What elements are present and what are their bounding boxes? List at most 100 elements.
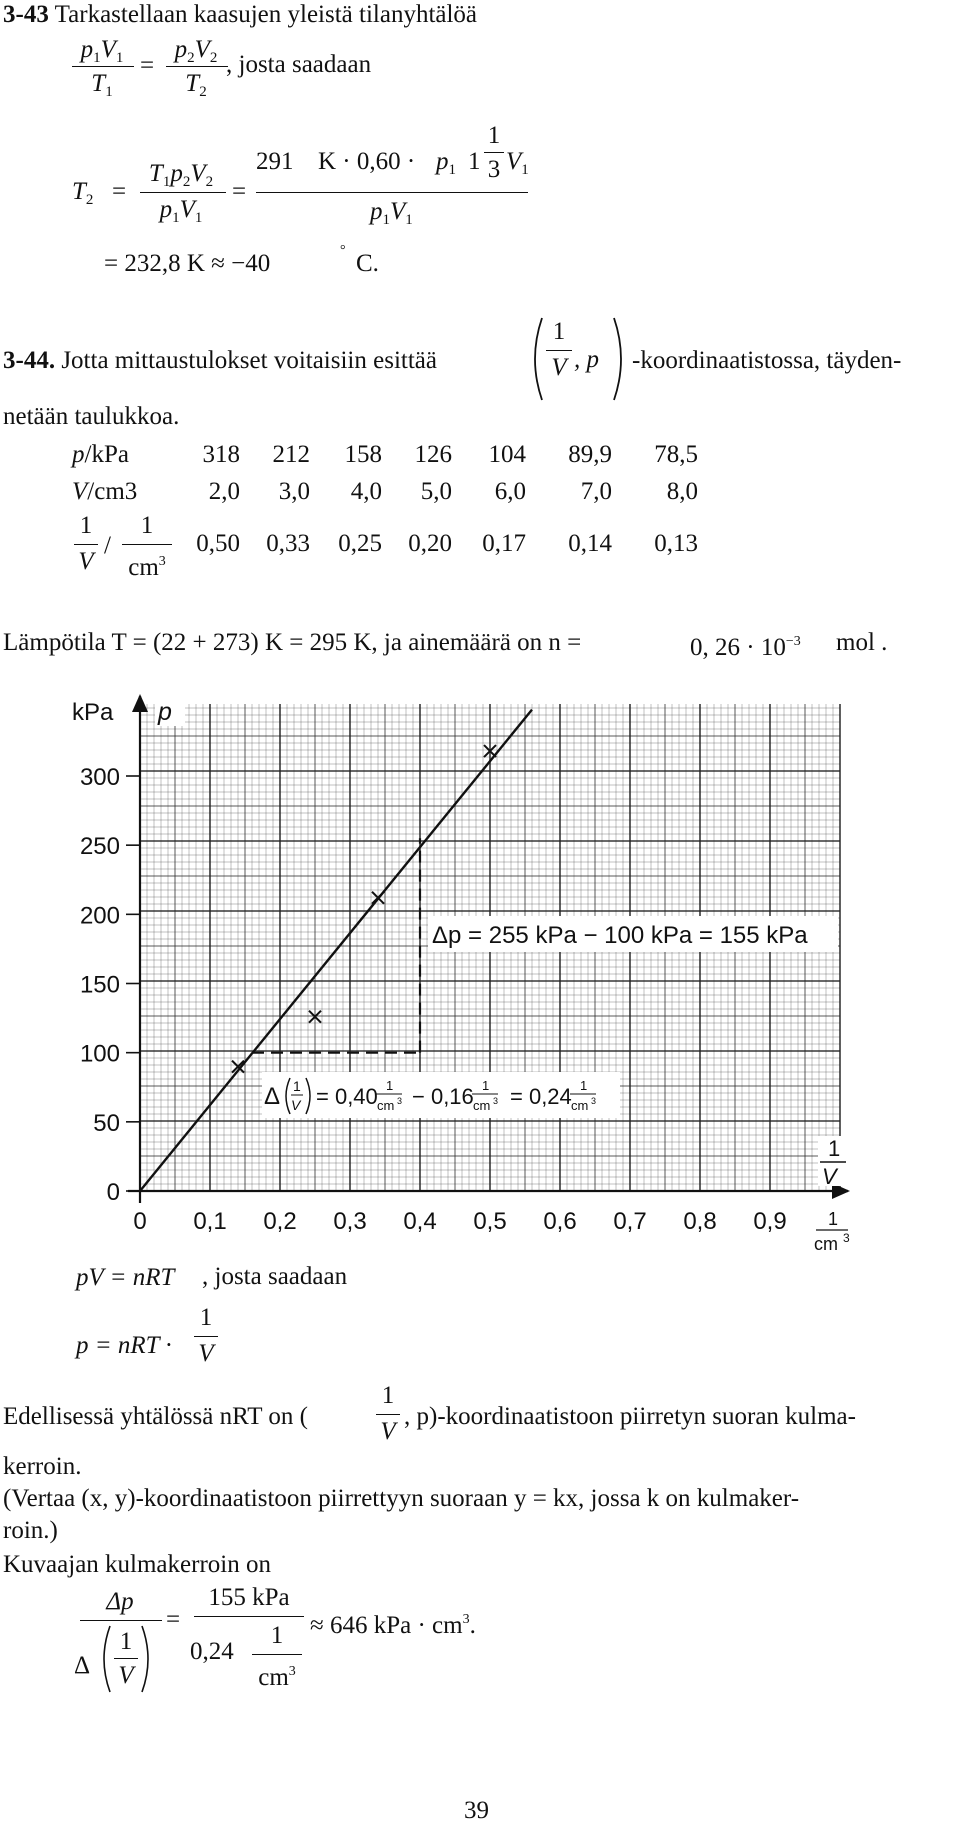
v-cell-6: 8,0 — [666, 478, 698, 505]
problem-number: 3-44. — [3, 347, 56, 374]
kuvaajan-text: Kuvaajan kulmakerroin on — [3, 1551, 271, 1578]
edellisessa-text: Edellisessä yhtälössä nRT on ( — [3, 1402, 308, 1432]
fit-line — [139, 708, 533, 1192]
data-point — [483, 744, 497, 758]
y-tick-label: 0 — [107, 1179, 120, 1206]
amount-exponent: −3 — [785, 634, 801, 649]
label-bg — [66, 696, 126, 726]
row-label-v: V/cm3 — [72, 478, 138, 505]
annot-one: 1 — [293, 1078, 301, 1094]
left-paren — [534, 317, 543, 401]
edellisessa-start: Edellisessä yhtälössä nRT on ( — [3, 1403, 308, 1430]
intro-text: Jotta mittaustulokset voitaisiin esittää — [61, 347, 437, 374]
p-cell-5: 89,9 — [568, 441, 612, 468]
axis-labels: kPa p 1 V 1 cm 3 — [66, 696, 852, 1254]
p-cell-3: 126 — [414, 441, 453, 468]
x-tick-label: 0,9 — [753, 1208, 786, 1235]
annot-value: − 0,16 — [412, 1084, 474, 1109]
x-tick-label: 0,2 — [263, 1208, 296, 1235]
pv-nrt: pV = nRT — [76, 1264, 175, 1291]
inv-v-unit: cm — [128, 554, 159, 581]
coord-p: , p — [574, 346, 599, 373]
data-point — [308, 1009, 322, 1024]
x-tick-label: 0,6 — [543, 1208, 576, 1235]
amount-unit: mol . — [836, 629, 888, 656]
v-cell-1: 3,0 — [278, 478, 310, 505]
t2-num-value: 291 — [256, 148, 294, 175]
data-points — [231, 744, 497, 1074]
v-cell-3: 5,0 — [420, 478, 452, 505]
y-axis-arrow — [132, 694, 148, 712]
v-cell-4: 6,0 — [494, 478, 526, 505]
point-stroke — [483, 744, 497, 758]
annot-unit-num: 1 — [386, 1078, 393, 1093]
axes — [128, 694, 850, 1203]
pv-josta: , josta saadaan — [202, 1263, 348, 1290]
amount-number: 0, 26 · 10 — [690, 634, 786, 661]
josta-saadaan-text: , josta saadaan — [226, 51, 372, 78]
point-stroke — [308, 1009, 322, 1024]
inv-v-cell-6: 0,13 — [654, 530, 698, 557]
label-bg — [155, 696, 185, 726]
inv-v-cell-0: 0,50 — [196, 530, 240, 557]
x-tick-label: 0,1 — [193, 1208, 226, 1235]
amount-value: 0, 26 · 10−3 — [690, 628, 801, 662]
y-tick-label: 200 — [80, 902, 120, 929]
point-stroke — [231, 1059, 245, 1074]
t2-num-p: p — [436, 148, 449, 175]
intro-line2: netään taulukkoa. — [3, 403, 180, 430]
annot-v: V — [291, 1097, 302, 1113]
annot-unit-exp: 3 — [493, 1096, 498, 1106]
y-tick-label: 50 — [93, 1110, 120, 1137]
data-point — [371, 891, 385, 905]
x-unit-exp: 3 — [843, 1231, 850, 1245]
v-cell-0: 2,0 — [208, 478, 240, 505]
annot-unit-num: 1 — [482, 1078, 489, 1093]
delta-guide-lines — [252, 838, 422, 1054]
p-equation: p = nRT · — [76, 1332, 172, 1359]
y-tick-label: 250 — [80, 833, 120, 860]
x-tick-label: 0 — [133, 1208, 146, 1235]
vertaa-line2: roin.) — [3, 1517, 58, 1544]
temperature-text: Lämpötila T = (22 + 273) K = 295 K, ja a… — [3, 629, 582, 656]
p-cell-1: 212 — [272, 441, 311, 468]
slope-result-text: ≈ 646 kPa · cm — [310, 1612, 463, 1639]
p-cell-6: 78,5 — [654, 441, 698, 468]
x-tick-label: 0,8 — [683, 1208, 716, 1235]
t2-num-one: 1 — [468, 148, 481, 175]
x-tick-label: 0,7 — [613, 1208, 646, 1235]
point-stroke — [371, 891, 385, 905]
annot-lparen — [285, 1077, 291, 1115]
inv-v-cell-1: 0,33 — [266, 530, 310, 557]
x-axis-symbol-den: V — [822, 1164, 839, 1189]
annot-value: = 0,24 — [510, 1084, 572, 1109]
slope-num: 155 kPa — [208, 1584, 290, 1611]
annot-unit-den: cm — [377, 1098, 394, 1113]
fit-line-group — [139, 708, 533, 1192]
inv-v-cell-2: 0,25 — [338, 530, 382, 557]
t2-num-frac-top: 1 — [487, 122, 501, 149]
annotation-dp-bg — [428, 916, 838, 952]
edellisessa-after: , p)-koordinaatistoon piirretyn suoran k… — [404, 1403, 856, 1430]
annot-rparen — [305, 1077, 311, 1115]
t2-result: = 232,8 K ≈ −40 — [104, 250, 271, 277]
problem-heading-text: Tarkastellaan kaasujen yleistä tilanyhtä… — [54, 1, 478, 28]
x-tick-label: 0,5 — [473, 1208, 506, 1235]
annot-value: = 0,40 — [316, 1084, 378, 1109]
p-cell-4: 104 — [488, 441, 527, 468]
y-tick-label: 100 — [80, 1041, 120, 1068]
y-axis-symbol: p — [157, 698, 172, 726]
annot-delta: Δ — [264, 1083, 280, 1110]
intro-after: -koordinaatistossa, täyden- — [632, 347, 902, 374]
right-paren — [613, 317, 622, 401]
label-bg — [818, 1136, 852, 1186]
t2-result-unit: C. — [356, 250, 379, 277]
v-cell-2: 4,0 — [350, 478, 382, 505]
vertaa-line1: (Vertaa (x, y)-koordinaatistoon piirrett… — [3, 1485, 800, 1512]
inv-v-cell-3: 0,20 — [408, 530, 452, 557]
annot-unit-num: 1 — [580, 1078, 587, 1093]
annotation-dx-bg — [262, 1072, 620, 1118]
y-unit-label: kPa — [72, 699, 114, 726]
kerroin-text: kerroin. — [3, 1453, 82, 1480]
